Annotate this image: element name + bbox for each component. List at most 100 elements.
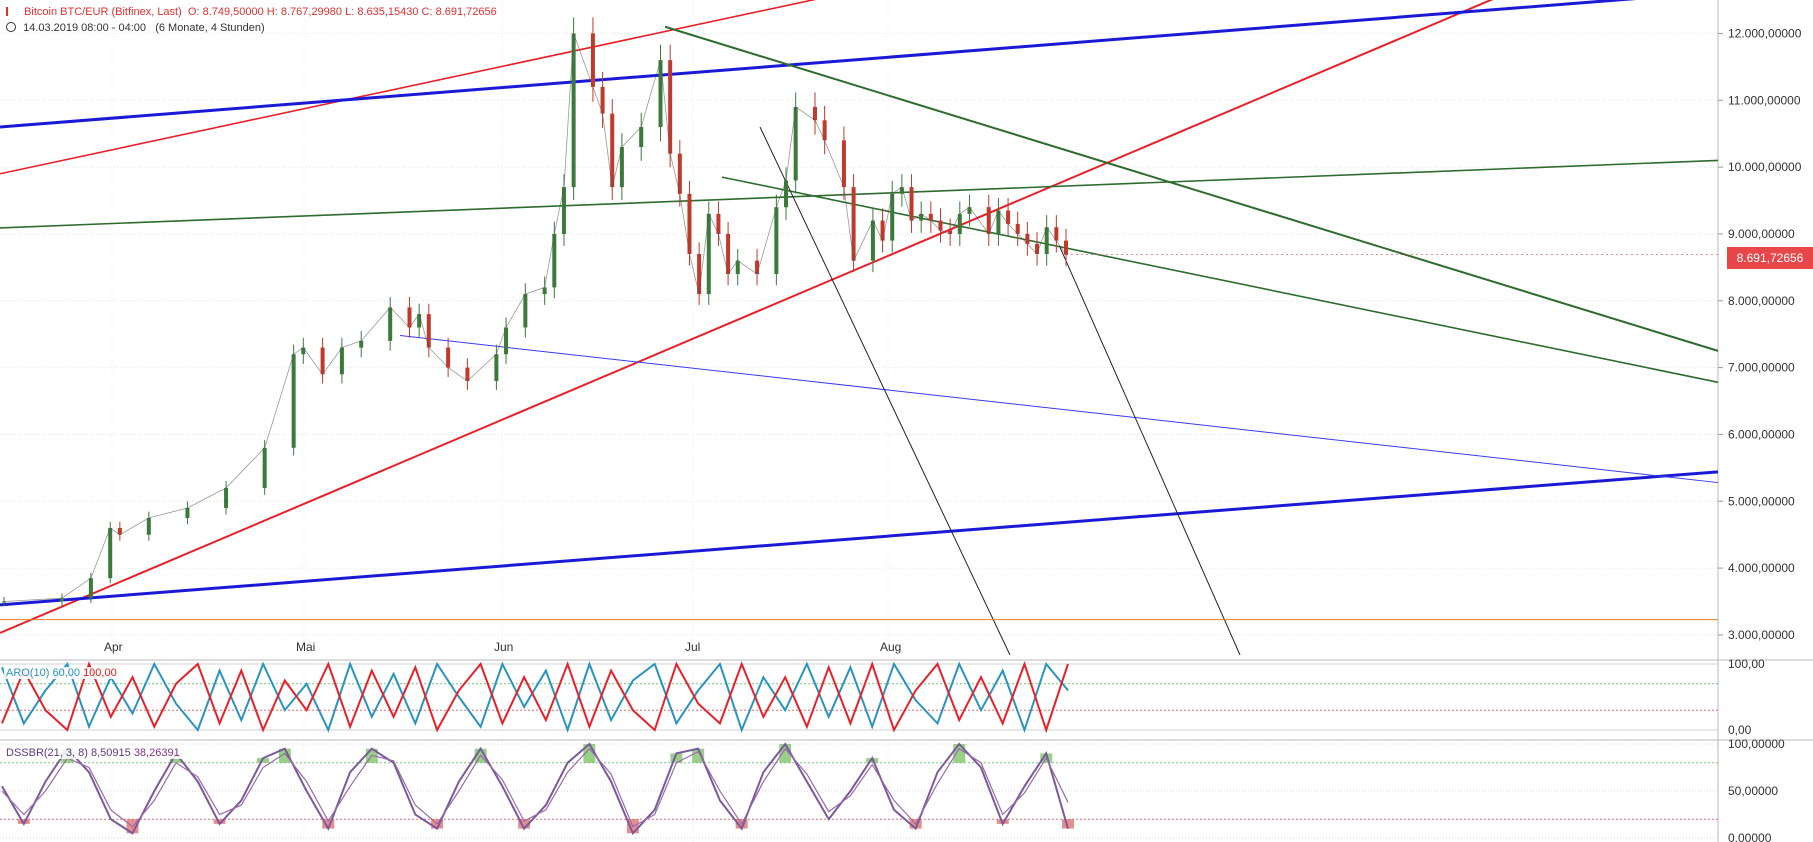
dss-series-signal (1, 747, 1069, 828)
candle-body (523, 294, 528, 328)
candle-body (784, 180, 789, 208)
dssbr-name: DSSBR(21, 3, 8) (6, 747, 88, 759)
candle-body (59, 598, 64, 602)
candle-body (610, 113, 615, 188)
y-tick-label: 6.000,00000 (1728, 427, 1795, 441)
aro-tick-label: 0,00 (1728, 723, 1752, 737)
candle-body (909, 187, 914, 221)
dss-overbought-fill (692, 748, 705, 763)
candle-body (262, 447, 267, 488)
candle-body (446, 347, 451, 368)
y-tick-label: 4.000,00000 (1728, 561, 1795, 575)
x-tick-label: Jun (494, 640, 513, 654)
y-tick-label: 11.000,00000 (1728, 93, 1801, 107)
candle-body (880, 220, 885, 241)
instrument-name: Bitcoin BTC/EUR (Bitfinex, Last) (24, 6, 182, 18)
candle-body (938, 220, 943, 231)
candle-body (494, 354, 499, 381)
candle-body (590, 33, 595, 87)
candle-body (755, 260, 760, 275)
candle-body (359, 340, 364, 348)
candle-body (388, 307, 393, 341)
dss-overbought-fill (670, 753, 683, 763)
x-tick-label: Aug (880, 640, 901, 654)
candle-icon (6, 7, 17, 16)
aro-value-1: 60,00 (52, 667, 80, 679)
candle-body (108, 528, 113, 579)
candle-body (291, 354, 296, 448)
aro-value-2: 100,00 (83, 667, 117, 679)
y-tick-label: 7.000,00000 (1728, 361, 1795, 375)
candle-body (986, 207, 991, 234)
dss-oversold-fill (518, 819, 531, 829)
trend-line-black-1 (759, 126, 1011, 656)
y-tick-label: 12.000,00000 (1728, 26, 1802, 40)
candle-body (957, 213, 962, 234)
candle-body (1035, 243, 1040, 254)
aro-tick-label: 100,00 (1728, 657, 1765, 671)
candle-body (552, 233, 557, 288)
candle-body (928, 213, 933, 221)
aro-series-down (1, 660, 1069, 734)
trend-line-red-channel (0, 0, 817, 175)
timeframe: 14.03.2019 08:00 - 04:00 (23, 22, 147, 34)
aro-legend[interactable]: ARO(10) 60,00 100,00 (4, 667, 119, 679)
candle-body (426, 314, 431, 348)
x-tick-label: Mai (296, 640, 315, 654)
trend-line-black-2 (1059, 247, 1241, 656)
candle-body (668, 60, 673, 154)
y-tick-label: 10.000,00000 (1728, 160, 1802, 174)
candle-body (407, 307, 412, 328)
aro-name: ARO(10) (6, 667, 50, 679)
dssbr-value-1: 8,50915 (90, 747, 131, 759)
candle-body (504, 327, 509, 355)
candle-body (793, 106, 798, 181)
candle-body (919, 213, 924, 221)
dss-oversold-fill (17, 819, 30, 824)
candle-body (697, 253, 702, 295)
candle-body (185, 507, 190, 518)
candle-body (1054, 227, 1059, 241)
candle-body (88, 578, 93, 599)
candle-body (870, 220, 875, 261)
candle-body (948, 230, 953, 234)
trend-line-red-support (0, 0, 1494, 634)
candle-body (301, 347, 306, 355)
candle-body (687, 193, 692, 254)
candle-body (726, 233, 731, 275)
last-price-tag: 8.691,72656 (1727, 247, 1813, 269)
dss-overbought-fill (257, 758, 270, 763)
candle-body (1006, 210, 1011, 224)
aro-series-up (1, 661, 1069, 734)
price-close-line (3, 33, 1067, 602)
y-tick-label: 9.000,00000 (1728, 227, 1795, 241)
candle-body (899, 187, 904, 194)
instrument-header: Bitcoin BTC/EUR (Bitfinex, Last) O: 8.74… (6, 6, 497, 18)
candle-body (224, 487, 229, 508)
y-tick-label: 5.000,00000 (1728, 494, 1795, 508)
x-tick-label: Apr (104, 640, 123, 654)
candle-body (841, 140, 846, 188)
timeframe-header: 14.03.2019 08:00 - 04:00 (6 Monate, 4 St… (6, 22, 265, 34)
candle-body (639, 126, 644, 148)
dssbr-legend[interactable]: DSSBR(21, 3, 8) 8,50915 38,26391 (4, 747, 182, 759)
candle-body (890, 193, 895, 241)
candle-body (851, 187, 856, 261)
trend-line-green-lower (721, 176, 1719, 384)
candle-body (600, 86, 605, 114)
candle-body (774, 207, 779, 275)
candle-body (822, 120, 827, 141)
price-series (2, 17, 1068, 607)
candle-body (320, 347, 325, 375)
candle-body (2, 601, 6, 603)
candle-body (1044, 227, 1049, 254)
candle-body (619, 147, 624, 188)
dss-oversold-fill (213, 819, 226, 824)
candle-body (716, 213, 721, 234)
candle-body (967, 207, 972, 214)
candle-body (571, 33, 576, 188)
candle-body (1064, 240, 1068, 255)
ohlc-values: O: 8.749,50000 H: 8.767,29980 L: 8.635,1… (187, 6, 497, 18)
trend-line-blue-lower (0, 470, 1719, 607)
